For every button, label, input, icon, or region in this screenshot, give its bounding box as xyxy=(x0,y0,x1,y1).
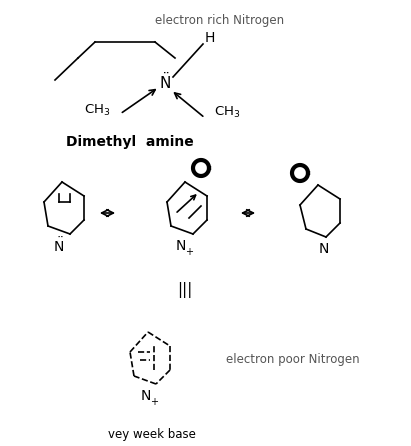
Text: +: + xyxy=(150,397,158,407)
Text: N: N xyxy=(176,239,186,253)
Text: $\ddot{\rm N}$: $\ddot{\rm N}$ xyxy=(159,71,171,92)
Text: N: N xyxy=(141,389,151,403)
Text: +: + xyxy=(185,247,193,257)
Text: CH$_3$: CH$_3$ xyxy=(84,103,110,118)
Text: CH$_3$: CH$_3$ xyxy=(214,104,240,120)
Text: H: H xyxy=(205,31,215,45)
Text: vey week base: vey week base xyxy=(108,428,196,441)
Text: electron rich Nitrogen: electron rich Nitrogen xyxy=(155,14,284,27)
Text: electron poor Nitrogen: electron poor Nitrogen xyxy=(226,354,360,367)
Text: |||: ||| xyxy=(177,282,193,298)
Text: $\ddot{\rm N}$: $\ddot{\rm N}$ xyxy=(53,237,64,256)
Text: Dimethyl  amine: Dimethyl amine xyxy=(66,135,194,149)
Text: N: N xyxy=(319,242,329,256)
